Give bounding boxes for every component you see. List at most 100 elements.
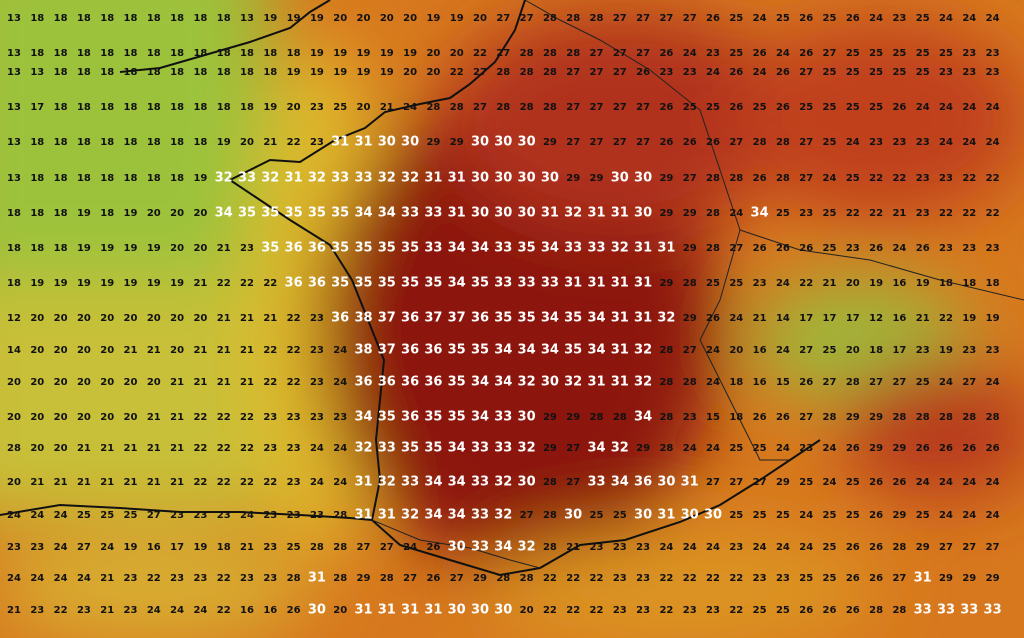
temperature-value: 18 xyxy=(263,67,277,78)
temperature-value: 19 xyxy=(217,137,231,148)
temperature-value: 33 xyxy=(541,276,559,291)
temperature-value: 24 xyxy=(776,48,790,59)
temperature-value: 19 xyxy=(986,313,1000,324)
temperature-value: 35 xyxy=(331,241,349,256)
temperature-value: 23 xyxy=(986,345,1000,356)
temperature-value: 23 xyxy=(287,443,301,454)
temperature-value: 20 xyxy=(54,443,68,454)
temperature-value: 25 xyxy=(776,510,790,521)
temperature-value: 18 xyxy=(100,48,114,59)
temperature-value: 36 xyxy=(401,311,419,326)
temperature-value: 30 xyxy=(541,171,559,186)
temperature-value: 20 xyxy=(450,48,464,59)
temperature-value: 25 xyxy=(77,510,91,521)
temperature-value: 22 xyxy=(450,67,464,78)
temperature-value: 26 xyxy=(753,243,767,254)
temperature-value: 28 xyxy=(706,243,720,254)
temperature-value: 22 xyxy=(287,313,301,324)
temperature-value: 22 xyxy=(869,173,883,184)
temperature-value: 33 xyxy=(564,241,582,256)
temperature-value: 33 xyxy=(471,441,489,456)
temperature-value: 17 xyxy=(892,345,906,356)
temperature-value: 28 xyxy=(543,67,557,78)
temperature-value: 28 xyxy=(450,102,464,113)
temperature-value: 26 xyxy=(776,67,790,78)
temperature-value: 31 xyxy=(354,475,372,490)
temperature-value: 32 xyxy=(494,475,512,490)
temperature-value: 18 xyxy=(100,102,114,113)
temperature-value: 23 xyxy=(193,510,207,521)
temperature-value: 20 xyxy=(7,477,21,488)
temperature-value: 35 xyxy=(308,206,326,221)
temperature-value: 28 xyxy=(776,173,790,184)
temperature-value: 25 xyxy=(753,102,767,113)
temperature-value: 18 xyxy=(263,48,277,59)
temperature-value: 17 xyxy=(823,313,837,324)
temperature-value: 36 xyxy=(401,343,419,358)
temperature-value: 24 xyxy=(753,13,767,24)
temperature-value: 31 xyxy=(634,241,652,256)
temperature-value: 23 xyxy=(846,243,860,254)
temperature-value: 24 xyxy=(333,477,347,488)
temperature-value: 18 xyxy=(240,102,254,113)
temperature-value: 22 xyxy=(566,573,580,584)
temperature-value: 26 xyxy=(846,542,860,553)
temperature-value: 35 xyxy=(471,343,489,358)
temperature-value: 28 xyxy=(496,573,510,584)
temperature-value: 21 xyxy=(753,313,767,324)
temperature-value: 31 xyxy=(587,276,605,291)
temperature-value: 32 xyxy=(564,206,582,221)
temperature-value: 28 xyxy=(566,48,580,59)
temperature-value: 19 xyxy=(54,278,68,289)
temperature-value: 34 xyxy=(448,276,466,291)
temperature-value: 28 xyxy=(659,345,673,356)
temperature-value: 29 xyxy=(916,542,930,553)
temperature-value: 35 xyxy=(354,241,372,256)
temperature-value: 27 xyxy=(520,510,534,521)
temperature-value: 24 xyxy=(30,510,44,521)
temperature-value: 22 xyxy=(287,345,301,356)
temperature-value: 21 xyxy=(147,345,161,356)
temperature-value: 31 xyxy=(448,171,466,186)
temperature-value: 36 xyxy=(285,276,303,291)
temperature-value: 24 xyxy=(846,137,860,148)
temperature-value: 27 xyxy=(147,510,161,521)
temperature-value: 18 xyxy=(124,173,138,184)
temperature-value: 32 xyxy=(261,171,279,186)
temperature-value: 34 xyxy=(587,343,605,358)
temperature-value: 35 xyxy=(518,241,536,256)
temperature-value: 26 xyxy=(986,443,1000,454)
temperature-value: 21 xyxy=(124,345,138,356)
temperature-value: 28 xyxy=(823,412,837,423)
temperature-value: 33 xyxy=(401,475,419,490)
temperature-value: 18 xyxy=(7,278,21,289)
temperature-value: 32 xyxy=(611,241,629,256)
temperature-value: 27 xyxy=(473,67,487,78)
temperature-value: 34 xyxy=(448,441,466,456)
temperature-value: 25 xyxy=(729,278,743,289)
temperature-value: 30 xyxy=(518,410,536,425)
temperature-value: 29 xyxy=(776,477,790,488)
temperature-value: 31 xyxy=(564,276,582,291)
temperature-value: 27 xyxy=(636,102,650,113)
temperature-value: 20 xyxy=(193,208,207,219)
temperature-value: 34 xyxy=(354,206,372,221)
temperature-value: 28 xyxy=(846,377,860,388)
temperature-value: 23 xyxy=(939,173,953,184)
temperature-value: 30 xyxy=(494,603,512,618)
temperature-value: 27 xyxy=(986,542,1000,553)
temperature-value: 22 xyxy=(683,573,697,584)
temperature-value: 28 xyxy=(776,137,790,148)
temperature-value: 18 xyxy=(7,243,21,254)
temperature-value: 23 xyxy=(240,573,254,584)
temperature-value: 18 xyxy=(100,67,114,78)
temperature-value: 21 xyxy=(77,443,91,454)
temperature-value: 28 xyxy=(590,13,604,24)
temperature-value: 27 xyxy=(566,477,580,488)
temperature-value: 29 xyxy=(566,412,580,423)
temperature-value: 23 xyxy=(636,605,650,616)
temperature-value: 24 xyxy=(54,510,68,521)
temperature-value: 14 xyxy=(7,345,21,356)
temperature-value: 24 xyxy=(240,510,254,521)
